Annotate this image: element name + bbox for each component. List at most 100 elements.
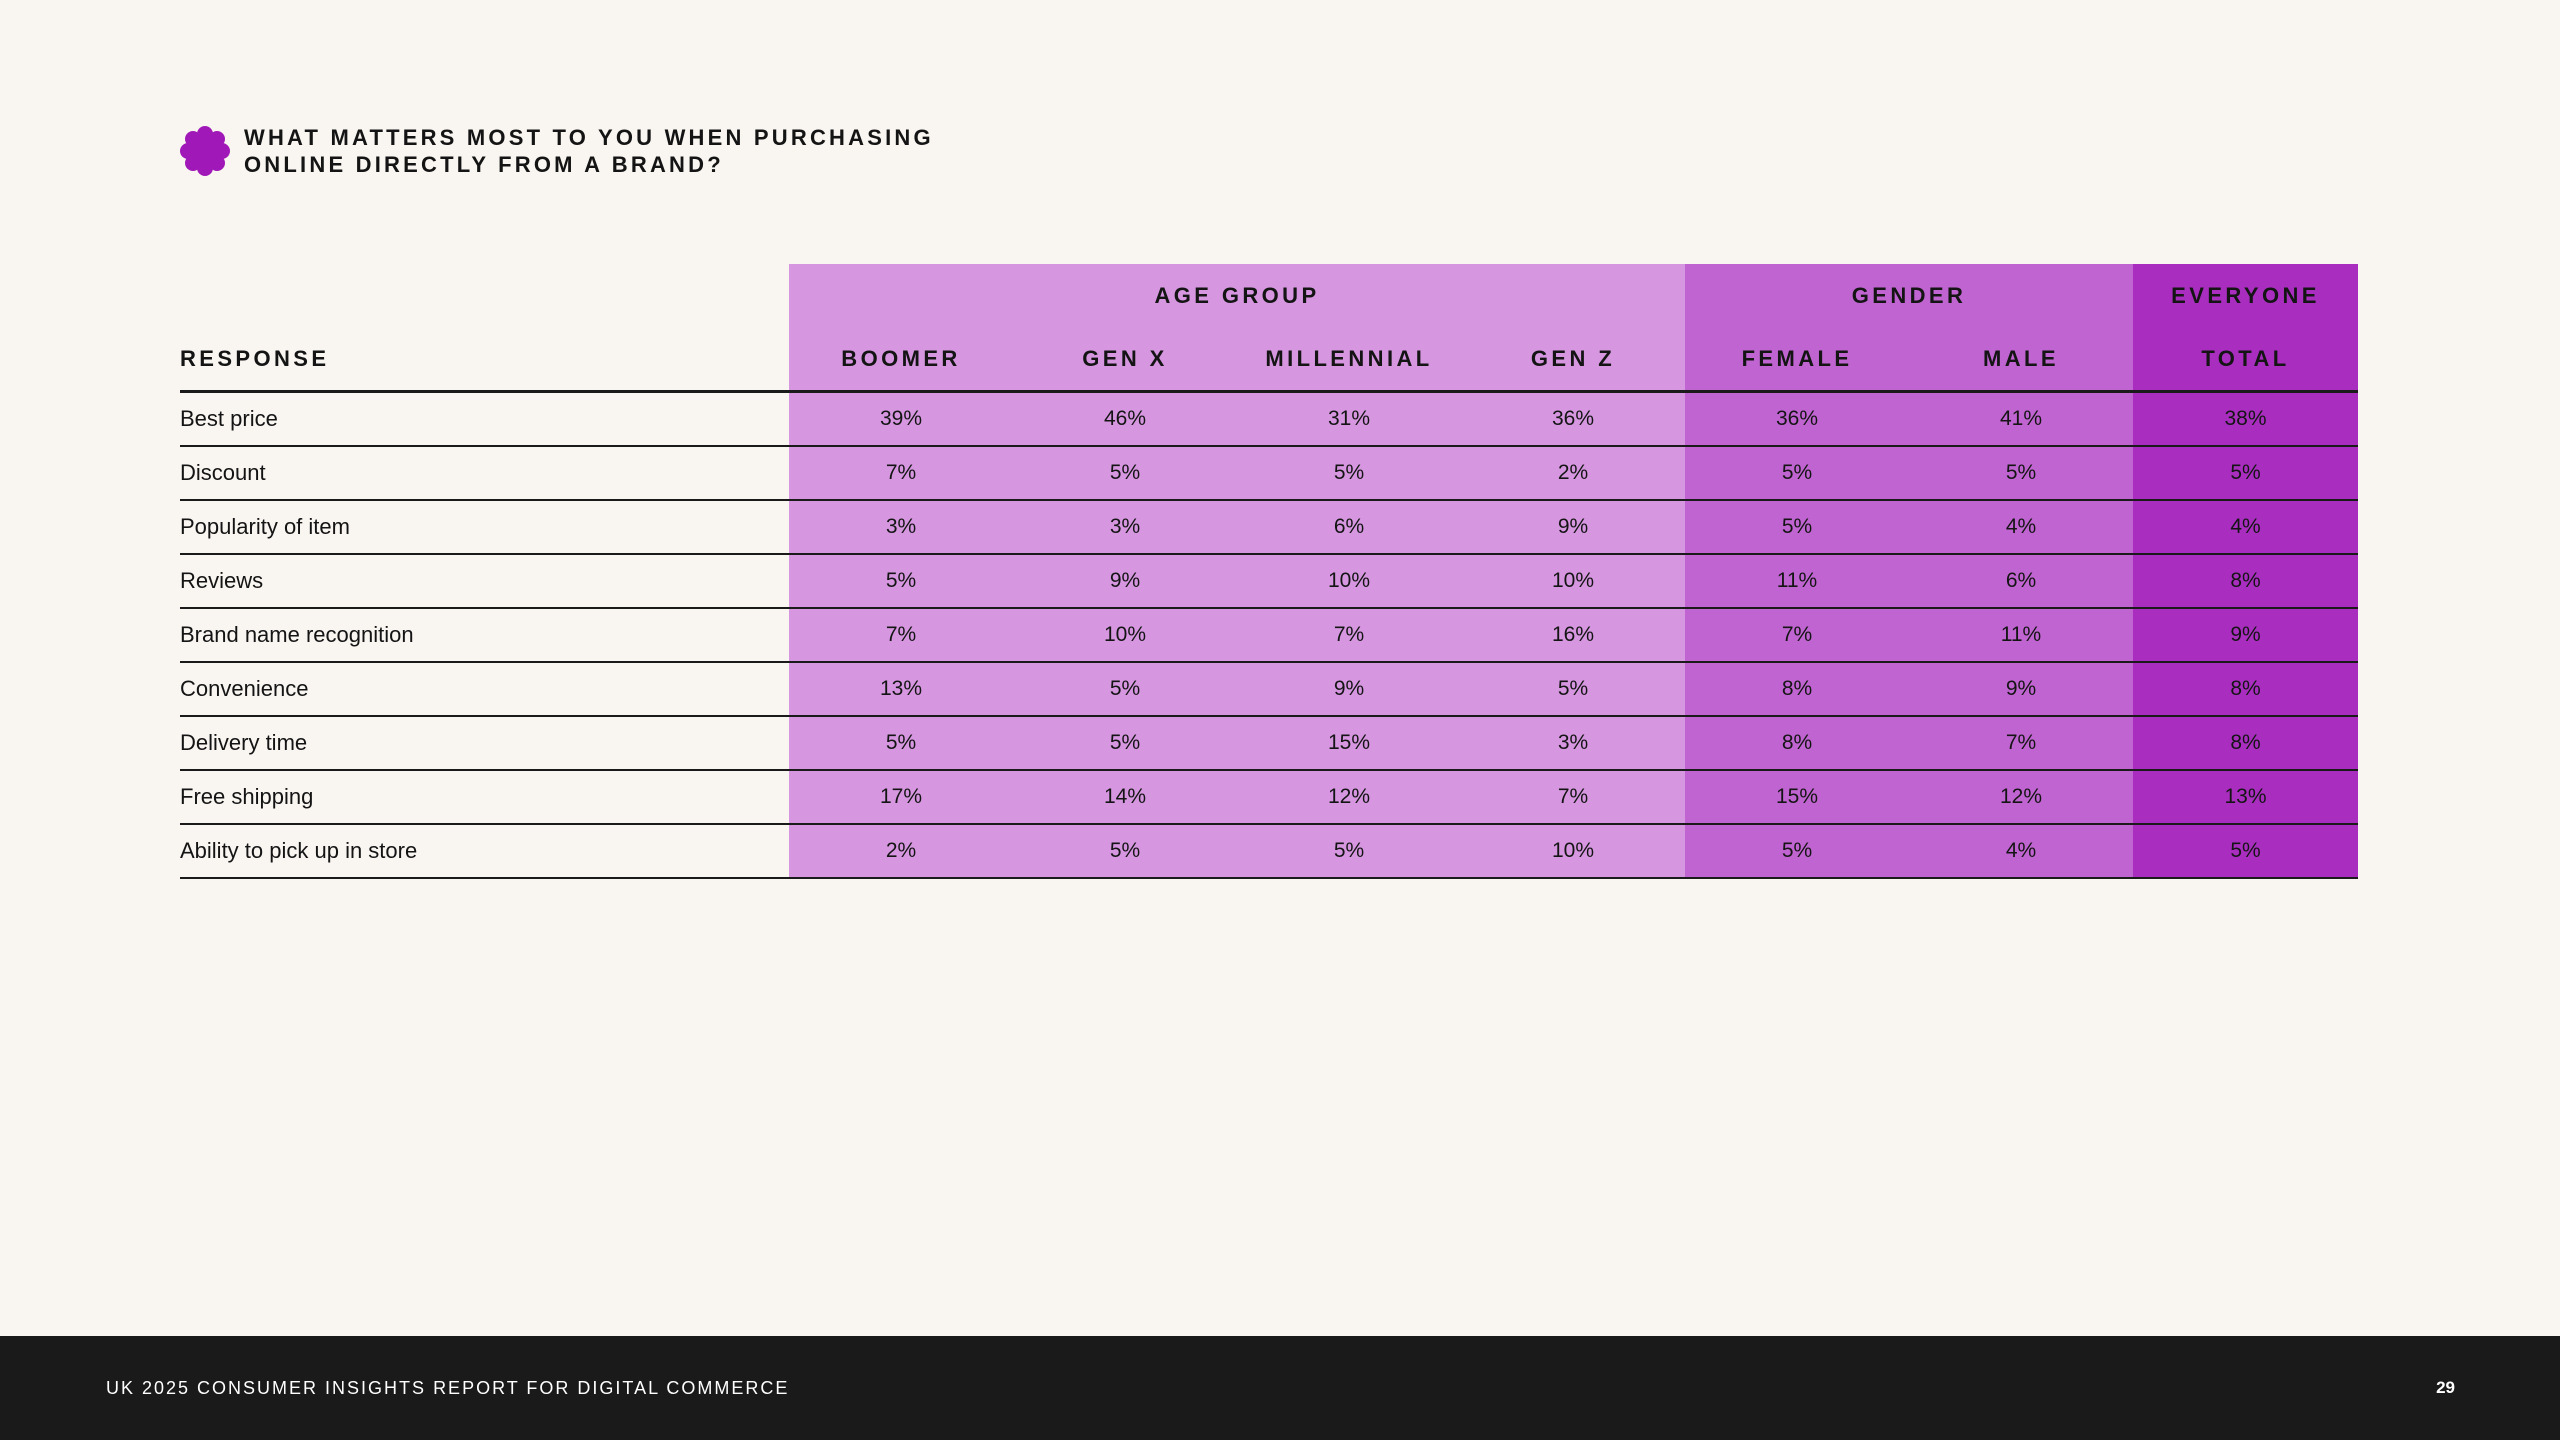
cell-boomer: 13% [789, 662, 1013, 717]
cell-millennial: 5% [1237, 824, 1461, 879]
table-row: Discount 7% 5% 5% 2% 5% 5% 5% [180, 446, 2358, 501]
column-header-response: RESPONSE [180, 328, 789, 393]
cell-boomer: 7% [789, 608, 1013, 663]
cell-total: 5% [2133, 824, 2358, 879]
results-table: AGE GROUP GENDER EVERYONE RESPONSE BOOME… [180, 264, 2358, 879]
cell-genx: 9% [1013, 554, 1237, 609]
results-table-container: AGE GROUP GENDER EVERYONE RESPONSE BOOME… [180, 264, 2358, 879]
column-header-genx: GEN X [1013, 328, 1237, 393]
table-row: Reviews 5% 9% 10% 10% 11% 6% 8% [180, 554, 2358, 609]
cell-female: 5% [1685, 824, 1909, 879]
cell-boomer: 7% [789, 446, 1013, 501]
footer-page-number: 29 [2436, 1378, 2455, 1397]
cell-male: 4% [1909, 824, 2133, 879]
cell-millennial: 7% [1237, 608, 1461, 663]
cell-genz: 9% [1461, 500, 1685, 555]
cell-genz: 10% [1461, 824, 1685, 879]
page-title: WHAT MATTERS MOST TO YOU WHEN PURCHASING… [244, 124, 934, 178]
cell-millennial: 5% [1237, 446, 1461, 501]
row-response: Popularity of item [180, 500, 789, 555]
cell-male: 9% [1909, 662, 2133, 717]
cell-female: 8% [1685, 716, 1909, 771]
cell-female: 5% [1685, 446, 1909, 501]
table-row: Free shipping 17% 14% 12% 7% 15% 12% 13% [180, 770, 2358, 825]
cell-genz: 5% [1461, 662, 1685, 717]
cell-genz: 10% [1461, 554, 1685, 609]
cell-female: 36% [1685, 391, 1909, 447]
cell-boomer: 3% [789, 500, 1013, 555]
cell-millennial: 6% [1237, 500, 1461, 555]
row-response: Ability to pick up in store [180, 824, 789, 879]
row-response: Delivery time [180, 716, 789, 771]
cell-millennial: 31% [1237, 391, 1461, 447]
row-response: Best price [180, 391, 789, 447]
cell-genx: 5% [1013, 662, 1237, 717]
group-header-empty [180, 264, 789, 328]
row-response: Discount [180, 446, 789, 501]
cell-genx: 5% [1013, 824, 1237, 879]
cell-genx: 5% [1013, 716, 1237, 771]
cell-boomer: 2% [789, 824, 1013, 879]
cell-total: 5% [2133, 446, 2358, 501]
cell-millennial: 9% [1237, 662, 1461, 717]
cell-male: 12% [1909, 770, 2133, 825]
group-header-everyone: EVERYONE [2133, 264, 2358, 328]
table-row: Delivery time 5% 5% 15% 3% 8% 7% 8% [180, 716, 2358, 771]
cell-total: 9% [2133, 608, 2358, 663]
cell-total: 8% [2133, 716, 2358, 771]
table-row: Ability to pick up in store 2% 5% 5% 10%… [180, 824, 2358, 879]
cell-male: 4% [1909, 500, 2133, 555]
cell-total: 13% [2133, 770, 2358, 825]
section-heading: WHAT MATTERS MOST TO YOU WHEN PURCHASING… [180, 124, 934, 178]
column-header-row: RESPONSE BOOMER GEN X MILLENNIAL GEN Z F… [180, 328, 2358, 393]
table-row: Convenience 13% 5% 9% 5% 8% 9% 8% [180, 662, 2358, 717]
flower-badge-icon [180, 126, 230, 176]
cell-millennial: 10% [1237, 554, 1461, 609]
page-footer: UK 2025 CONSUMER INSIGHTS REPORT FOR DIG… [0, 1336, 2560, 1440]
cell-female: 11% [1685, 554, 1909, 609]
cell-male: 7% [1909, 716, 2133, 771]
column-header-male: MALE [1909, 328, 2133, 393]
page-title-line-2: ONLINE DIRECTLY FROM A BRAND? [244, 152, 724, 177]
cell-genx: 5% [1013, 446, 1237, 501]
cell-male: 5% [1909, 446, 2133, 501]
cell-total: 4% [2133, 500, 2358, 555]
cell-genz: 16% [1461, 608, 1685, 663]
cell-genx: 10% [1013, 608, 1237, 663]
cell-male: 6% [1909, 554, 2133, 609]
row-response: Brand name recognition [180, 608, 789, 663]
cell-millennial: 15% [1237, 716, 1461, 771]
column-header-millennial: MILLENNIAL [1237, 328, 1461, 393]
cell-female: 7% [1685, 608, 1909, 663]
cell-genz: 3% [1461, 716, 1685, 771]
page-title-line-1: WHAT MATTERS MOST TO YOU WHEN PURCHASING [244, 125, 934, 150]
column-header-total: TOTAL [2133, 328, 2358, 393]
column-header-female: FEMALE [1685, 328, 1909, 393]
cell-genz: 2% [1461, 446, 1685, 501]
cell-female: 15% [1685, 770, 1909, 825]
table-row: Popularity of item 3% 3% 6% 9% 5% 4% 4% [180, 500, 2358, 555]
cell-boomer: 17% [789, 770, 1013, 825]
footer-report-title: UK 2025 CONSUMER INSIGHTS REPORT FOR DIG… [106, 1378, 790, 1398]
column-header-boomer: BOOMER [789, 328, 1013, 393]
row-response: Free shipping [180, 770, 789, 825]
cell-total: 38% [2133, 391, 2358, 447]
cell-genx: 14% [1013, 770, 1237, 825]
cell-genz: 7% [1461, 770, 1685, 825]
row-response: Convenience [180, 662, 789, 717]
cell-total: 8% [2133, 662, 2358, 717]
cell-female: 5% [1685, 500, 1909, 555]
cell-genx: 3% [1013, 500, 1237, 555]
table-row: Brand name recognition 7% 10% 7% 16% 7% … [180, 608, 2358, 663]
cell-boomer: 5% [789, 716, 1013, 771]
group-header-gender: GENDER [1685, 264, 2133, 328]
column-header-genz: GEN Z [1461, 328, 1685, 393]
cell-genx: 46% [1013, 391, 1237, 447]
group-header-row: AGE GROUP GENDER EVERYONE [180, 264, 2358, 328]
cell-millennial: 12% [1237, 770, 1461, 825]
cell-total: 8% [2133, 554, 2358, 609]
table-row: Best price 39% 46% 31% 36% 36% 41% 38% [180, 391, 2358, 447]
cell-male: 11% [1909, 608, 2133, 663]
cell-genz: 36% [1461, 391, 1685, 447]
cell-male: 41% [1909, 391, 2133, 447]
